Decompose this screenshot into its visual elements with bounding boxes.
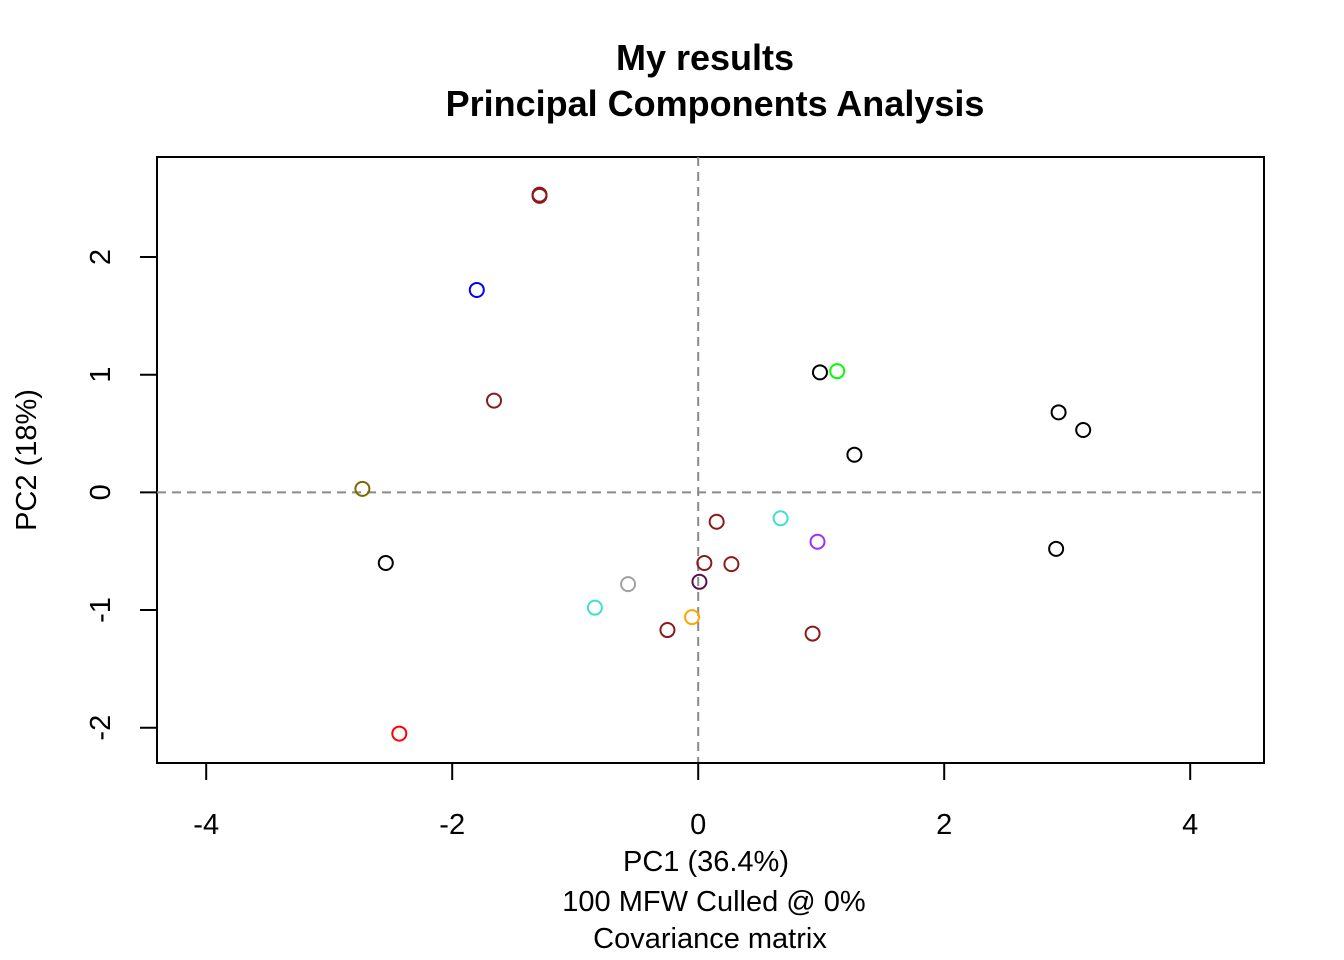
y-axis-label: PC2 (18%) (11, 389, 43, 531)
y-axis: -2 -1 0 1 2 (85, 249, 157, 741)
chart-title-line-2: Principal Components Analysis (446, 83, 985, 124)
data-point (1048, 540, 1065, 557)
data-point (391, 725, 408, 742)
data-point (354, 480, 371, 497)
plot-frame (156, 156, 1265, 764)
data-point (811, 364, 828, 381)
y-tick-label: 1 (85, 367, 117, 383)
data-point (691, 573, 708, 590)
x-tick-label: 2 (936, 809, 952, 841)
x-tick-label: -2 (439, 809, 465, 841)
data-point (723, 556, 740, 573)
y-tick-label: -2 (85, 715, 117, 741)
x-tick-label: 4 (1182, 809, 1198, 841)
data-point (1050, 404, 1067, 421)
reference-lines (157, 157, 1264, 763)
x-axis-label: PC1 (36.4%) (623, 846, 789, 878)
data-point (708, 513, 725, 530)
data-point (846, 446, 863, 463)
data-point (696, 554, 713, 571)
x-axis-sublabel-mfw: 100 MFW Culled @ 0% (562, 886, 865, 918)
x-axis-sublabel-matrix: Covariance matrix (593, 923, 827, 955)
x-tick-label: -4 (193, 809, 219, 841)
y-tick-label: -1 (85, 597, 117, 623)
data-point (772, 510, 789, 527)
data-points (354, 186, 1092, 742)
y-tick-label: 2 (85, 249, 117, 265)
data-point (684, 609, 701, 626)
x-axis: -4 -2 0 2 4 (193, 762, 1198, 841)
y-tick-label: 0 (85, 484, 117, 500)
data-point (659, 622, 676, 639)
data-point (829, 363, 846, 380)
data-point (486, 392, 503, 409)
data-point (377, 554, 394, 571)
data-point (468, 281, 485, 298)
chart-title-line-1: My results (616, 37, 794, 78)
data-point (804, 625, 821, 642)
data-point (620, 576, 637, 593)
data-point (1075, 421, 1092, 438)
x-tick-label: 0 (690, 809, 706, 841)
data-point (809, 533, 826, 550)
data-point (586, 599, 603, 616)
data-point (531, 187, 548, 204)
